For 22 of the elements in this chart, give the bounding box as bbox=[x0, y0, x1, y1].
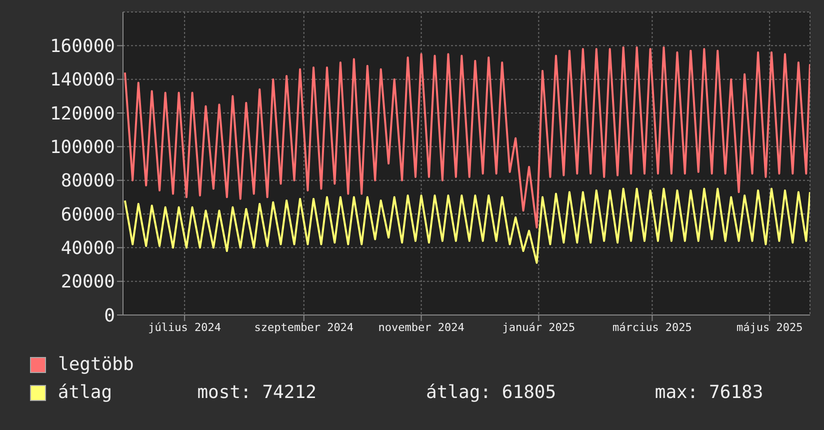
y-tick-label: 100000 bbox=[50, 137, 115, 158]
legend-label: átlag bbox=[58, 381, 114, 405]
x-tick-label: július 2024 bbox=[148, 320, 222, 334]
legend-label: legtöbb bbox=[58, 353, 135, 377]
y-tick-label: 60000 bbox=[60, 204, 115, 226]
y-tick-label: 20000 bbox=[60, 272, 115, 293]
y-tick-label: 120000 bbox=[50, 103, 115, 124]
y-tick-label: 140000 bbox=[50, 70, 115, 91]
y-tick-label: 80000 bbox=[60, 170, 115, 192]
line-series bbox=[124, 188, 810, 264]
x-tick-label: november 2024 bbox=[378, 320, 465, 334]
x-tick-label: március 2025 bbox=[612, 320, 692, 334]
text: max: 76183 bbox=[654, 381, 764, 405]
text: most: 74212 bbox=[197, 381, 318, 405]
y-tick-label: 160000 bbox=[50, 36, 115, 58]
x-tick-label: május 2025 bbox=[736, 320, 803, 334]
y-tick-label: 40000 bbox=[60, 238, 115, 260]
text: átlag: 61805 bbox=[426, 381, 558, 405]
x-tick-label: szeptember 2024 bbox=[254, 320, 354, 334]
line-series bbox=[124, 46, 810, 228]
x-tick-label: január 2025 bbox=[502, 320, 576, 334]
y-tick-label: 0 bbox=[104, 305, 115, 326]
